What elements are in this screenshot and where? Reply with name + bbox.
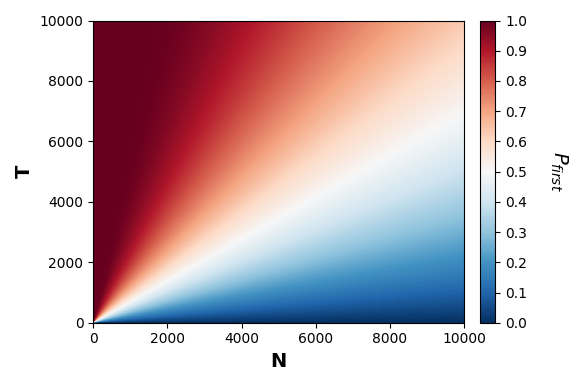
Y-axis label: $P_{first}$: $P_{first}$	[548, 151, 569, 192]
X-axis label: N: N	[271, 352, 287, 371]
Y-axis label: T: T	[15, 165, 34, 178]
